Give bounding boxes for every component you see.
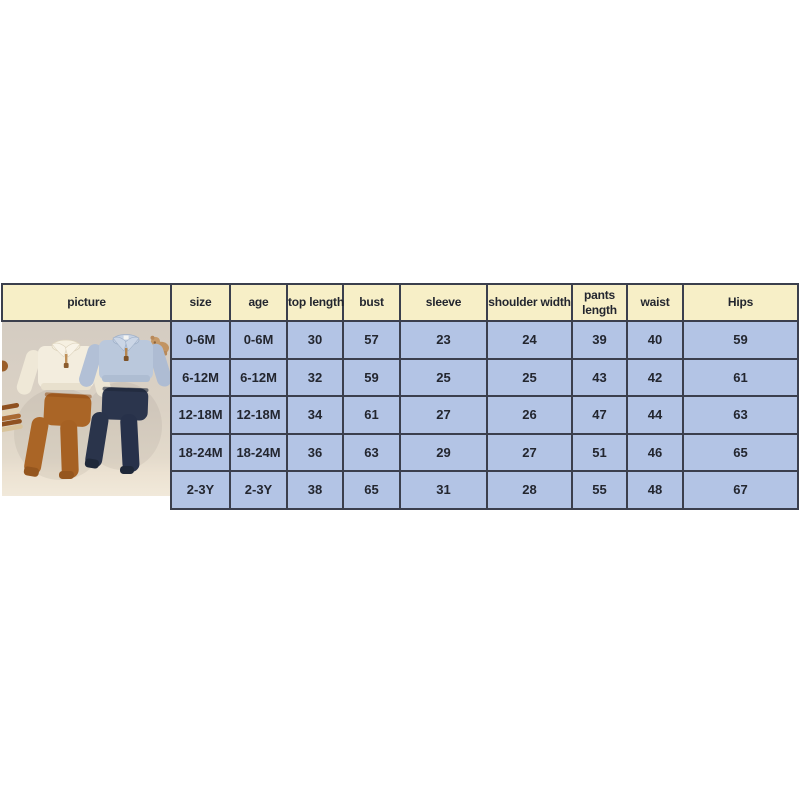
cell-size: 6-12M — [170, 357, 231, 397]
cell-shoulder-width: 27 — [486, 432, 573, 472]
cell-pants-length: 39 — [571, 320, 628, 360]
cell-age: 0-6M — [229, 320, 288, 360]
cell-hips: 59 — [682, 320, 799, 360]
cell-bust: 65 — [342, 470, 401, 510]
cell-sleeve: 23 — [399, 320, 488, 360]
cell-bust: 59 — [342, 357, 401, 397]
cell-age: 18-24M — [229, 432, 288, 472]
brown-pants — [23, 392, 92, 479]
table-row: 0-6M 0-6M 30 57 23 24 39 40 59 — [2, 320, 799, 509]
col-header-size: size — [170, 283, 231, 322]
cell-hips: 67 — [682, 470, 799, 510]
col-header-shoulder-width: shoulder width — [486, 283, 573, 322]
cell-size: 12-18M — [170, 395, 231, 435]
zipper — [65, 354, 68, 365]
zipper — [125, 348, 128, 358]
cell-hips: 61 — [682, 357, 799, 397]
cell-top-length: 34 — [286, 395, 344, 435]
product-photo — [2, 322, 170, 496]
cell-size: 2-3Y — [170, 470, 231, 510]
product-photo-cell — [2, 321, 171, 509]
cell-top-length: 30 — [286, 320, 344, 360]
cell-pants-length: 47 — [571, 395, 628, 435]
cell-age: 2-3Y — [229, 470, 288, 510]
table-row: 18-24M 18-24M 36 63 29 27 51 46 65 — [2, 432, 799, 472]
cell-shoulder-width: 26 — [486, 395, 573, 435]
cell-bust: 61 — [342, 395, 401, 435]
header-row: picture size age top length bust sleeve … — [1, 283, 799, 322]
cell-shoulder-width: 25 — [486, 357, 573, 397]
collar-tag — [123, 335, 129, 340]
cell-top-length: 36 — [286, 432, 344, 472]
cell-sleeve: 31 — [399, 470, 488, 510]
col-header-age: age — [229, 283, 288, 322]
cell-size: 18-24M — [170, 432, 231, 472]
wooden-ball — [2, 360, 8, 372]
cell-pants-length: 51 — [571, 432, 628, 472]
cell-age: 6-12M — [229, 357, 288, 397]
cell-pants-length: 55 — [571, 470, 628, 510]
cell-waist: 42 — [626, 357, 684, 397]
cell-top-length: 38 — [286, 470, 344, 510]
table-row: 2-3Y 2-3Y 38 65 31 28 55 48 67 — [2, 470, 799, 510]
cell-waist: 46 — [626, 432, 684, 472]
cell-top-length: 32 — [286, 357, 344, 397]
cell-waist: 44 — [626, 395, 684, 435]
table-row: 6-12M 6-12M 32 59 25 25 43 42 61 — [2, 357, 799, 397]
zipper-pull — [123, 356, 129, 361]
blue-sweatshirt — [79, 334, 170, 387]
col-header-sleeve: sleeve — [399, 283, 488, 322]
cell-sleeve: 29 — [399, 432, 488, 472]
col-header-top-length: top length — [286, 283, 344, 322]
col-header-waist: waist — [626, 283, 684, 322]
cell-sleeve: 25 — [399, 357, 488, 397]
col-header-picture: picture — [1, 283, 172, 322]
cell-waist: 48 — [626, 470, 684, 510]
cell-shoulder-width: 28 — [486, 470, 573, 510]
cell-hips: 63 — [682, 395, 799, 435]
size-chart-table: picture size age top length bust sleeve … — [1, 283, 799, 510]
navy-pants — [84, 386, 149, 474]
col-header-hips: Hips — [682, 283, 799, 322]
col-header-bust: bust — [342, 283, 401, 322]
wooden-toy — [2, 402, 23, 433]
cell-bust: 57 — [342, 320, 401, 360]
cell-hips: 65 — [682, 432, 799, 472]
cell-pants-length: 43 — [571, 357, 628, 397]
col-header-pants-length: pants length — [571, 283, 628, 322]
cell-shoulder-width: 24 — [486, 320, 573, 360]
cell-bust: 63 — [342, 432, 401, 472]
cell-age: 12-18M — [229, 395, 288, 435]
cell-size: 0-6M — [170, 320, 231, 360]
table-row: 12-18M 12-18M 34 61 27 26 47 44 63 — [2, 395, 799, 435]
cell-waist: 40 — [626, 320, 684, 360]
cell-sleeve: 27 — [399, 395, 488, 435]
zipper-pull — [63, 363, 69, 368]
